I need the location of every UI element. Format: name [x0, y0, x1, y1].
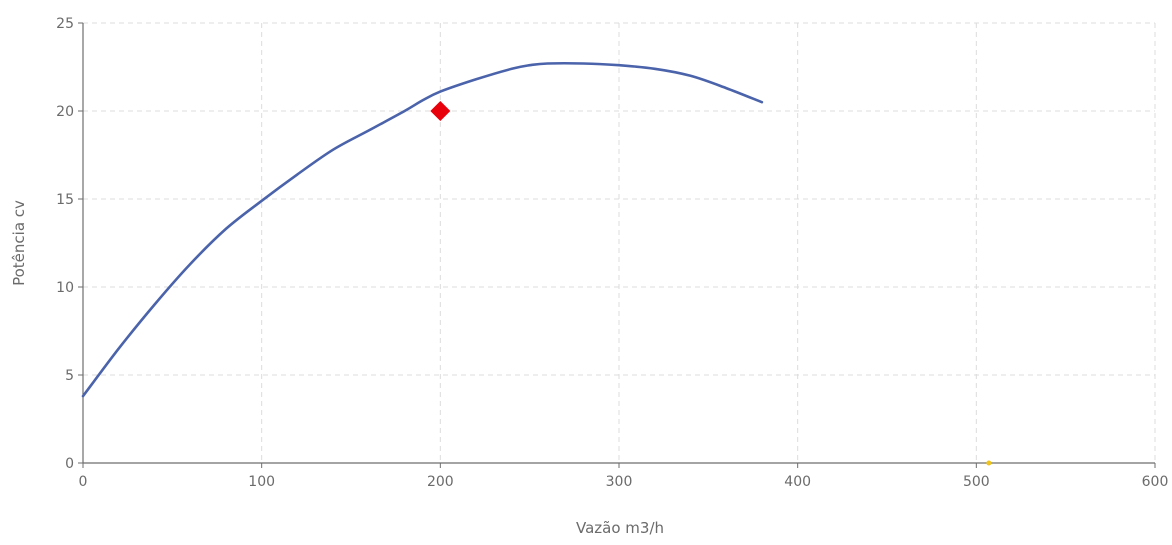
x-tick-label-300: 300 [606, 474, 633, 490]
x-tick-label-0: 0 [79, 474, 88, 490]
x-tick-label-500: 500 [963, 474, 990, 490]
x-tick-label-100: 100 [248, 474, 275, 490]
x-tick-label-400: 400 [784, 474, 811, 490]
grid [83, 22, 1156, 463]
y-tick-label-0: 0 [65, 456, 74, 472]
y-tick-label-20: 20 [56, 104, 74, 120]
marker-dot-0 [986, 460, 992, 466]
y-tick-label-5: 5 [65, 368, 74, 384]
series-layer [81, 61, 992, 466]
power-curve-line [81, 61, 764, 398]
y-axis-title: Potência cv [10, 200, 28, 286]
x-axis-title: Vazão m3/h [576, 519, 664, 537]
ticks: 0 100 200 300 400 500 600 0 5 10 15 20 25 [56, 16, 1168, 490]
y-tick-label-10: 10 [56, 280, 74, 296]
y-tick-label-25: 25 [56, 16, 74, 32]
x-tick-label-200: 200 [427, 474, 454, 490]
x-tick-label-600: 600 [1142, 474, 1169, 490]
operating-point-diamond [430, 101, 451, 121]
y-tick-label-15: 15 [56, 192, 74, 208]
